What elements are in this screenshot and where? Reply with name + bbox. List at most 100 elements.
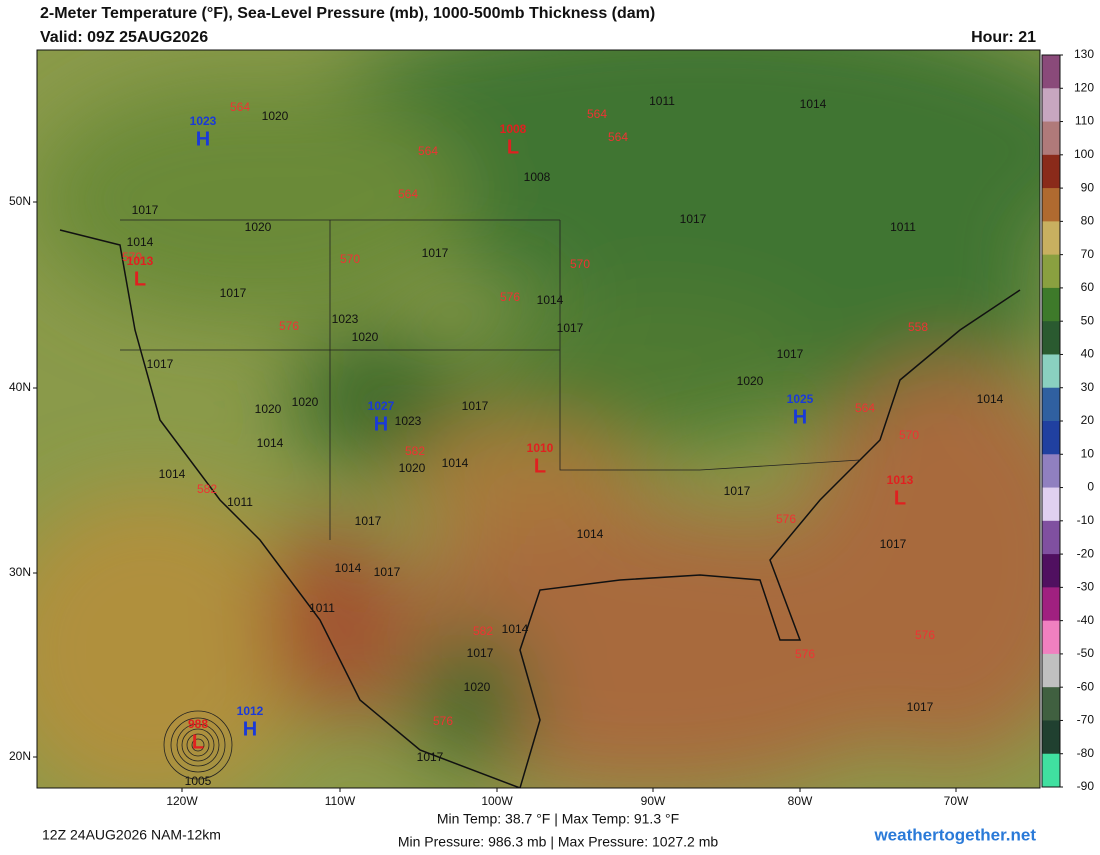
isobar-label: 1017 [220,286,247,300]
model-run: 12Z 24AUG2026 NAM-12km [42,827,221,843]
thickness-label: 564 [398,187,418,201]
storm-isobar [170,717,226,773]
center-letter: L [134,268,146,290]
center-letter: L [507,136,519,158]
thickness-label: 576 [433,714,453,728]
colorbar-segment [1042,88,1060,123]
colorbar-segment [1042,121,1060,156]
center-letter: H [374,413,388,435]
isobar-label: 1014 [977,392,1004,406]
colorbar-label: -10 [1077,513,1095,527]
isobar-label: 1020 [262,109,289,123]
lon-label: 70W [944,794,969,808]
temp-stats: Min Temp: 38.7 °F | Max Temp: 91.3 °F [437,811,679,827]
thickness-label: 576 [915,628,935,642]
colorbar-segment [1042,487,1060,522]
colorbar-segment [1042,520,1060,555]
isobar-label: 1014 [257,436,284,450]
isobar-label: 1014 [502,622,529,636]
colorbar-label: 20 [1081,413,1095,427]
site-name[interactable]: weathertogether.net [873,825,1036,844]
colorbar-label: 130 [1074,47,1094,61]
center-value: 1013 [887,473,914,487]
colorbar-segment [1042,154,1060,189]
isobar-label: 1014 [127,235,154,249]
center-letter: H [196,128,210,150]
center-value: 988 [188,717,208,731]
center-value: 1008 [500,122,527,136]
thickness-label: 564 [587,107,607,121]
forecast-hour: Hour: 21 [971,29,1036,46]
colorbar-segment [1042,354,1060,389]
map-area [37,50,1040,788]
isobar-label: 1017 [680,212,707,226]
lon-label: 110W [325,794,356,808]
colorbar-label: 80 [1081,214,1095,228]
map-frame [36,49,1041,789]
colorbar-label: 50 [1081,313,1095,327]
colorbar-segment [1042,720,1060,755]
storm-isobar [181,728,215,762]
isobar-label: 1017 [467,646,494,660]
thickness-label: 570 [570,257,590,271]
isobar-label: 1020 [399,461,426,475]
lat-label: 40N [9,380,31,394]
isobar-label: 1005 [185,774,212,788]
isobar-label: 1014 [159,467,186,481]
isobar-label: 1011 [227,495,253,509]
isobar-label: 1017 [147,357,174,371]
thickness-label: 576 [500,290,520,304]
isobar-label: 1020 [352,330,379,344]
colorbar-label: -70 [1077,713,1095,727]
thickness-label: 570 [340,252,360,266]
center-value: 1010 [527,441,554,455]
colorbar-label: -20 [1077,546,1095,560]
thickness-label: 570 [899,428,919,442]
colorbar-segment [1042,620,1060,655]
valid-time: Valid: 09Z 25AUG2026 [40,29,208,46]
colorbar-segment [1042,55,1060,89]
colorbar-segment [1042,454,1060,489]
isobar-label: 1017 [907,700,934,714]
thickness-label: 576 [776,512,796,526]
thickness-label: 558 [908,320,928,334]
thickness-label: 564 [230,100,250,114]
isobar-label: 1008 [524,170,551,184]
lon-label: 90W [641,794,666,808]
thickness-label: 582 [197,482,217,496]
colorbar-label: 60 [1081,280,1095,294]
title: 2-Meter Temperature (°F), Sea-Level Pres… [40,5,655,22]
colorbar-label: 100 [1074,147,1094,161]
colorbar-segment [1042,221,1060,256]
colorbar-segment [1042,188,1060,222]
isobar-label: 1011 [890,220,916,234]
isobar-label: 1017 [132,203,159,217]
isobar-label: 1017 [880,537,907,551]
colorbar-label: 120 [1074,80,1094,94]
isobar-label: 1020 [737,374,764,388]
isobar-label: 1014 [335,561,362,575]
isobar-label: 1014 [577,527,604,541]
center-letter: H [243,718,257,740]
colorbar-label: -60 [1077,679,1095,693]
isobar-label: 1017 [355,514,382,528]
isobar-label: 1017 [462,399,489,413]
center-value: 1025 [787,392,814,406]
center-value: 1013 [127,254,154,268]
center-value: 1023 [190,114,217,128]
isobar-label: 1017 [422,246,449,260]
colorbar-label: 10 [1081,446,1095,460]
lat-label: 20N [9,749,31,763]
isobar-label: 1014 [442,456,469,470]
coastline [59,229,1021,788]
colorbar-label: -40 [1077,613,1095,627]
isobar-label: 1017 [777,347,804,361]
isobar-label: 1023 [395,414,422,428]
colorbar-label: 30 [1081,380,1095,394]
isobar-label: 1017 [374,565,401,579]
storm-isobar [163,710,233,780]
isobar-label: 1017 [557,321,584,335]
center-letter: L [192,731,204,753]
storm-isobar [176,723,220,767]
